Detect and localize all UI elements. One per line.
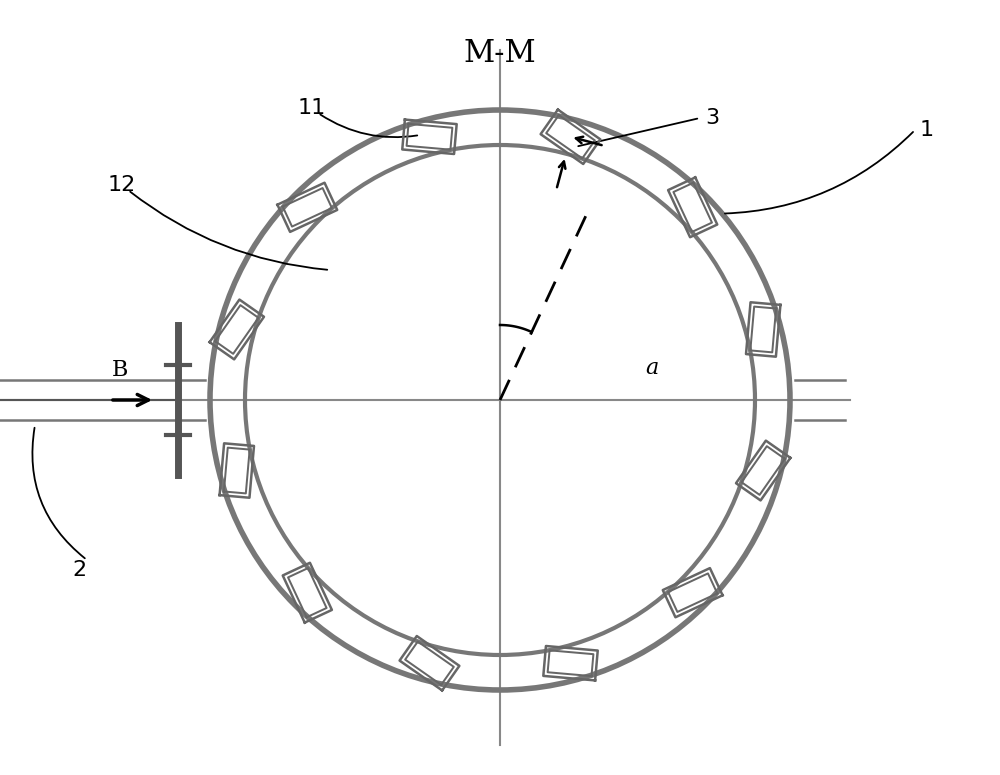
Text: B: B (112, 359, 128, 381)
Text: 3: 3 (705, 108, 719, 128)
Text: 11: 11 (298, 98, 326, 118)
Text: 1: 1 (920, 120, 934, 140)
Text: 2: 2 (72, 560, 86, 580)
Text: 12: 12 (108, 175, 136, 195)
Text: a: a (645, 357, 658, 379)
Text: M-M: M-M (464, 38, 536, 69)
